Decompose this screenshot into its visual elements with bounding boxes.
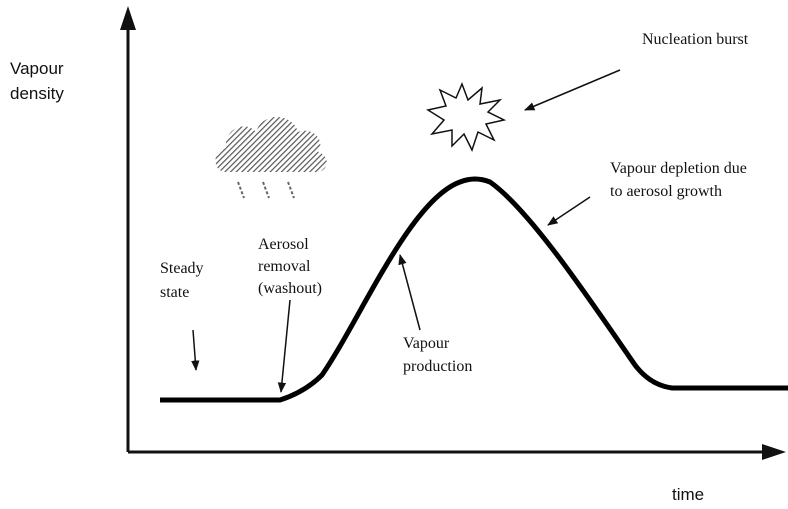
x-axis-label: time [672,485,704,504]
annotation: Vapour [403,335,450,352]
y-axis-label: density [10,84,64,103]
annotation: (washout) [258,280,322,297]
annotation: Steady [160,260,204,277]
axes [120,6,786,460]
annotation: removal [258,258,311,275]
annotation: production [403,358,472,375]
annotation: Nucleation burst [642,31,749,48]
cloud [215,117,327,199]
annotation: Aerosol [258,236,309,253]
arrows [191,69,621,394]
annotation: to aerosol growth [610,183,722,200]
burst [426,81,507,152]
y-axis-label: Vapour [10,59,64,78]
curve [160,176,788,403]
annotation: Vapour depletion due [610,160,747,177]
annotation: state [160,284,189,301]
